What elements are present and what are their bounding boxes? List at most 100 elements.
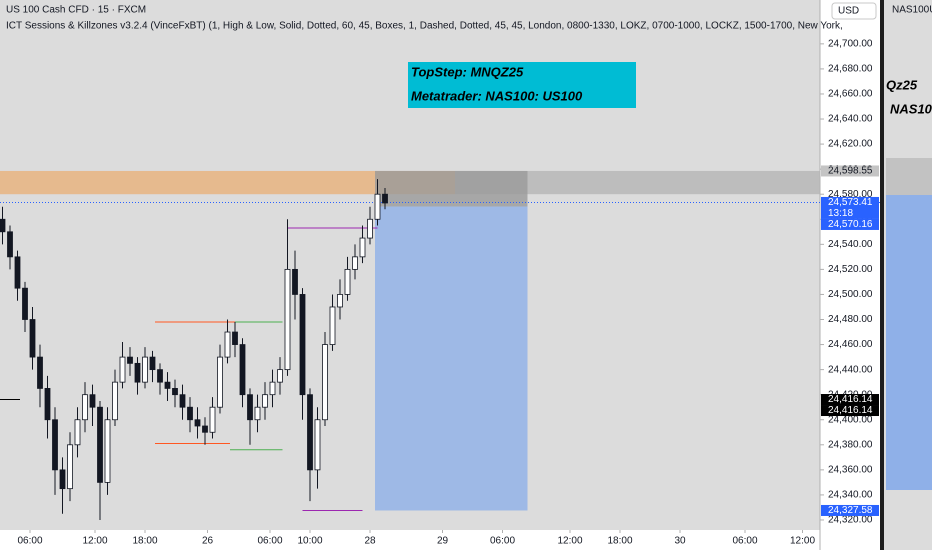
y-tick-label: 24,700.00 [828, 38, 873, 49]
candle-body [232, 331, 238, 345]
candle-body [37, 356, 43, 389]
candle-body [149, 356, 156, 371]
x-tick-label: 12:00 [790, 536, 815, 547]
panel-divider [880, 0, 884, 550]
zone [375, 206, 528, 511]
candle-body [314, 419, 321, 471]
price-tag [821, 504, 879, 516]
x-tick-label: 18:00 [607, 536, 632, 547]
candle-body [119, 356, 126, 383]
x-tick-label: 06:00 [490, 536, 515, 547]
price-tag-label: 24,416.14 [828, 394, 873, 405]
x-tick-label: 26 [202, 536, 214, 547]
candle-body [52, 419, 58, 471]
candle-body [322, 344, 328, 421]
candle-body [157, 369, 163, 383]
candle-body [89, 394, 96, 408]
candle-body [352, 256, 358, 270]
candle-body [269, 381, 276, 396]
candle-body [164, 381, 171, 389]
y-tick-label: 24,360.00 [828, 464, 873, 475]
candle-body [22, 287, 28, 320]
candle-body [359, 237, 366, 258]
candle-body [112, 381, 118, 421]
y-tick-label: 24,500.00 [828, 289, 873, 300]
candle-body [74, 419, 81, 446]
candle-body [104, 419, 111, 483]
candle-body [254, 406, 261, 421]
x-tick-label: 06:00 [17, 536, 42, 547]
candle-body [277, 369, 283, 383]
candle-body [202, 425, 208, 433]
y-tick-label: 24,400.00 [828, 414, 873, 425]
y-tick-label: 24,520.00 [828, 264, 873, 275]
x-tick-label: 29 [437, 536, 449, 547]
y-tick-label: 24,380.00 [828, 439, 873, 450]
currency[interactable]: USD [838, 6, 859, 17]
plot [0, 170, 880, 520]
x-tick-label: 28 [364, 536, 376, 547]
zone [0, 170, 455, 195]
candle-body [224, 331, 231, 358]
x-tick-label: 10:00 [297, 536, 322, 547]
annotation: TopStep: MNQZ25 [411, 64, 524, 79]
candle-body [97, 406, 103, 483]
annotation-box [408, 62, 636, 108]
price-tag-label: 24,573.41 [828, 197, 873, 208]
price-tag-label: 24,416.14 [828, 405, 873, 416]
candle-body [344, 268, 351, 295]
y-tick-label: 24,340.00 [828, 490, 873, 501]
candle-body [292, 268, 298, 295]
y-tick-label: 24,660.00 [828, 89, 873, 100]
candle-body [187, 406, 193, 421]
candle-body [209, 406, 216, 433]
candle-body [0, 218, 6, 233]
candle-body [307, 394, 313, 471]
y-tick-label: 24,680.00 [828, 64, 873, 75]
zone [455, 170, 820, 195]
candle-body [217, 356, 223, 408]
candle-body [284, 268, 291, 371]
candle-body [382, 193, 388, 204]
y-tick-label: 24,540.00 [828, 239, 873, 250]
candle-body [374, 193, 381, 220]
candle-body [59, 469, 66, 490]
side-note: NAS10 [890, 101, 932, 116]
side-note: Qz25 [886, 77, 918, 92]
y-tick-label: 24,580.00 [828, 189, 873, 200]
price-tag-label: 24,327.58 [828, 505, 873, 516]
currency-button[interactable] [831, 2, 877, 20]
time-axis-background [0, 530, 820, 550]
candle-body [329, 306, 336, 345]
candle-body [14, 256, 21, 289]
price-tag [821, 165, 879, 177]
candle-body [367, 218, 373, 239]
price-tag-label: 24,598.55 [828, 166, 873, 177]
price-tag-countdown: 13:18 [828, 208, 853, 219]
price-tag [821, 394, 879, 406]
side-zone [886, 195, 932, 490]
indicator-label: ICT Sessions & Killzones v3.2.4 (VinceFx… [6, 21, 843, 32]
candle-body [247, 394, 253, 421]
candle-body [337, 294, 343, 308]
candle-body [262, 394, 268, 408]
x-tick-label: 06:00 [257, 536, 282, 547]
candle-body [142, 356, 148, 383]
price-axis-background [820, 0, 880, 550]
x-tick-label: 06:00 [732, 536, 757, 547]
annotation: Metatrader: NAS100: US100 [411, 88, 583, 103]
y-tick-label: 24,460.00 [828, 339, 873, 350]
candle-body [44, 388, 51, 421]
y-tick-label: 24,620.00 [828, 139, 873, 150]
chart-title: US 100 Cash CFD · 15 · FXCM [6, 5, 146, 16]
candle-body [299, 294, 306, 396]
candle-body [7, 231, 13, 258]
price-tag-label: 24,570.16 [828, 219, 873, 230]
y-tick-label: 24,480.00 [828, 314, 873, 325]
y-tick-label: 24,440.00 [828, 364, 873, 375]
candle-body [239, 344, 246, 396]
candle-body [127, 356, 133, 364]
price-tag [821, 405, 879, 417]
candle-body [134, 362, 141, 383]
